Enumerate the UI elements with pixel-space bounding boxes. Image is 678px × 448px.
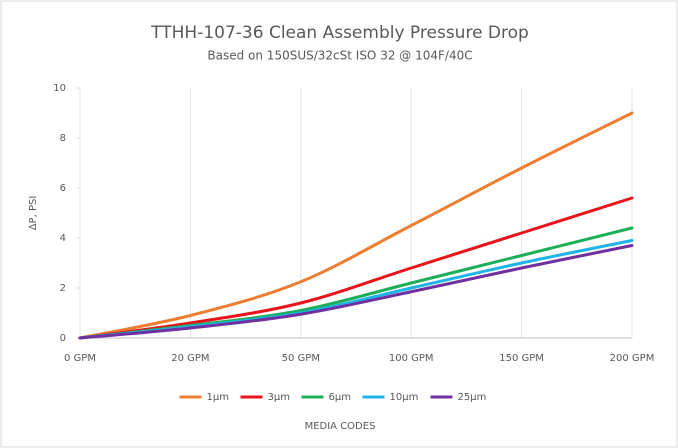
x-tick-label: 0 GPM <box>64 353 96 364</box>
y-tick-label: 10 <box>53 83 66 94</box>
line-series <box>78 196 634 340</box>
y-tick-label: 6 <box>60 183 66 194</box>
x-tick-label: 50 GPM <box>282 353 320 364</box>
y-tick-label: 0 <box>60 333 66 344</box>
legend-label: 3µm <box>268 392 290 403</box>
legend-label: 25µm <box>458 392 487 403</box>
legend-label: 1µm <box>207 392 229 403</box>
legend-label: 10µm <box>390 392 419 403</box>
y-tick-label: 2 <box>60 283 66 294</box>
chart-title: TTHH-107-36 Clean Assembly Pressure Drop <box>150 23 529 43</box>
x-tick-label: 150 GPM <box>499 353 544 364</box>
legend-label: 6µm <box>329 392 351 403</box>
line-series <box>78 111 634 340</box>
x-tick-label: 100 GPM <box>389 353 434 364</box>
x-axis-label: MEDIA CODES <box>305 421 376 432</box>
chart-subtitle: Based on 150SUS/32cSt ISO 32 @ 104F/40C <box>207 49 472 63</box>
y-tick-label: 4 <box>60 233 66 244</box>
line-series <box>78 244 634 340</box>
y-axis-label: ΔP, PSI <box>28 196 39 231</box>
x-tick-label: 200 GPM <box>610 353 655 364</box>
x-tick-label: 20 GPM <box>171 353 209 364</box>
y-tick-label: 8 <box>60 133 66 144</box>
